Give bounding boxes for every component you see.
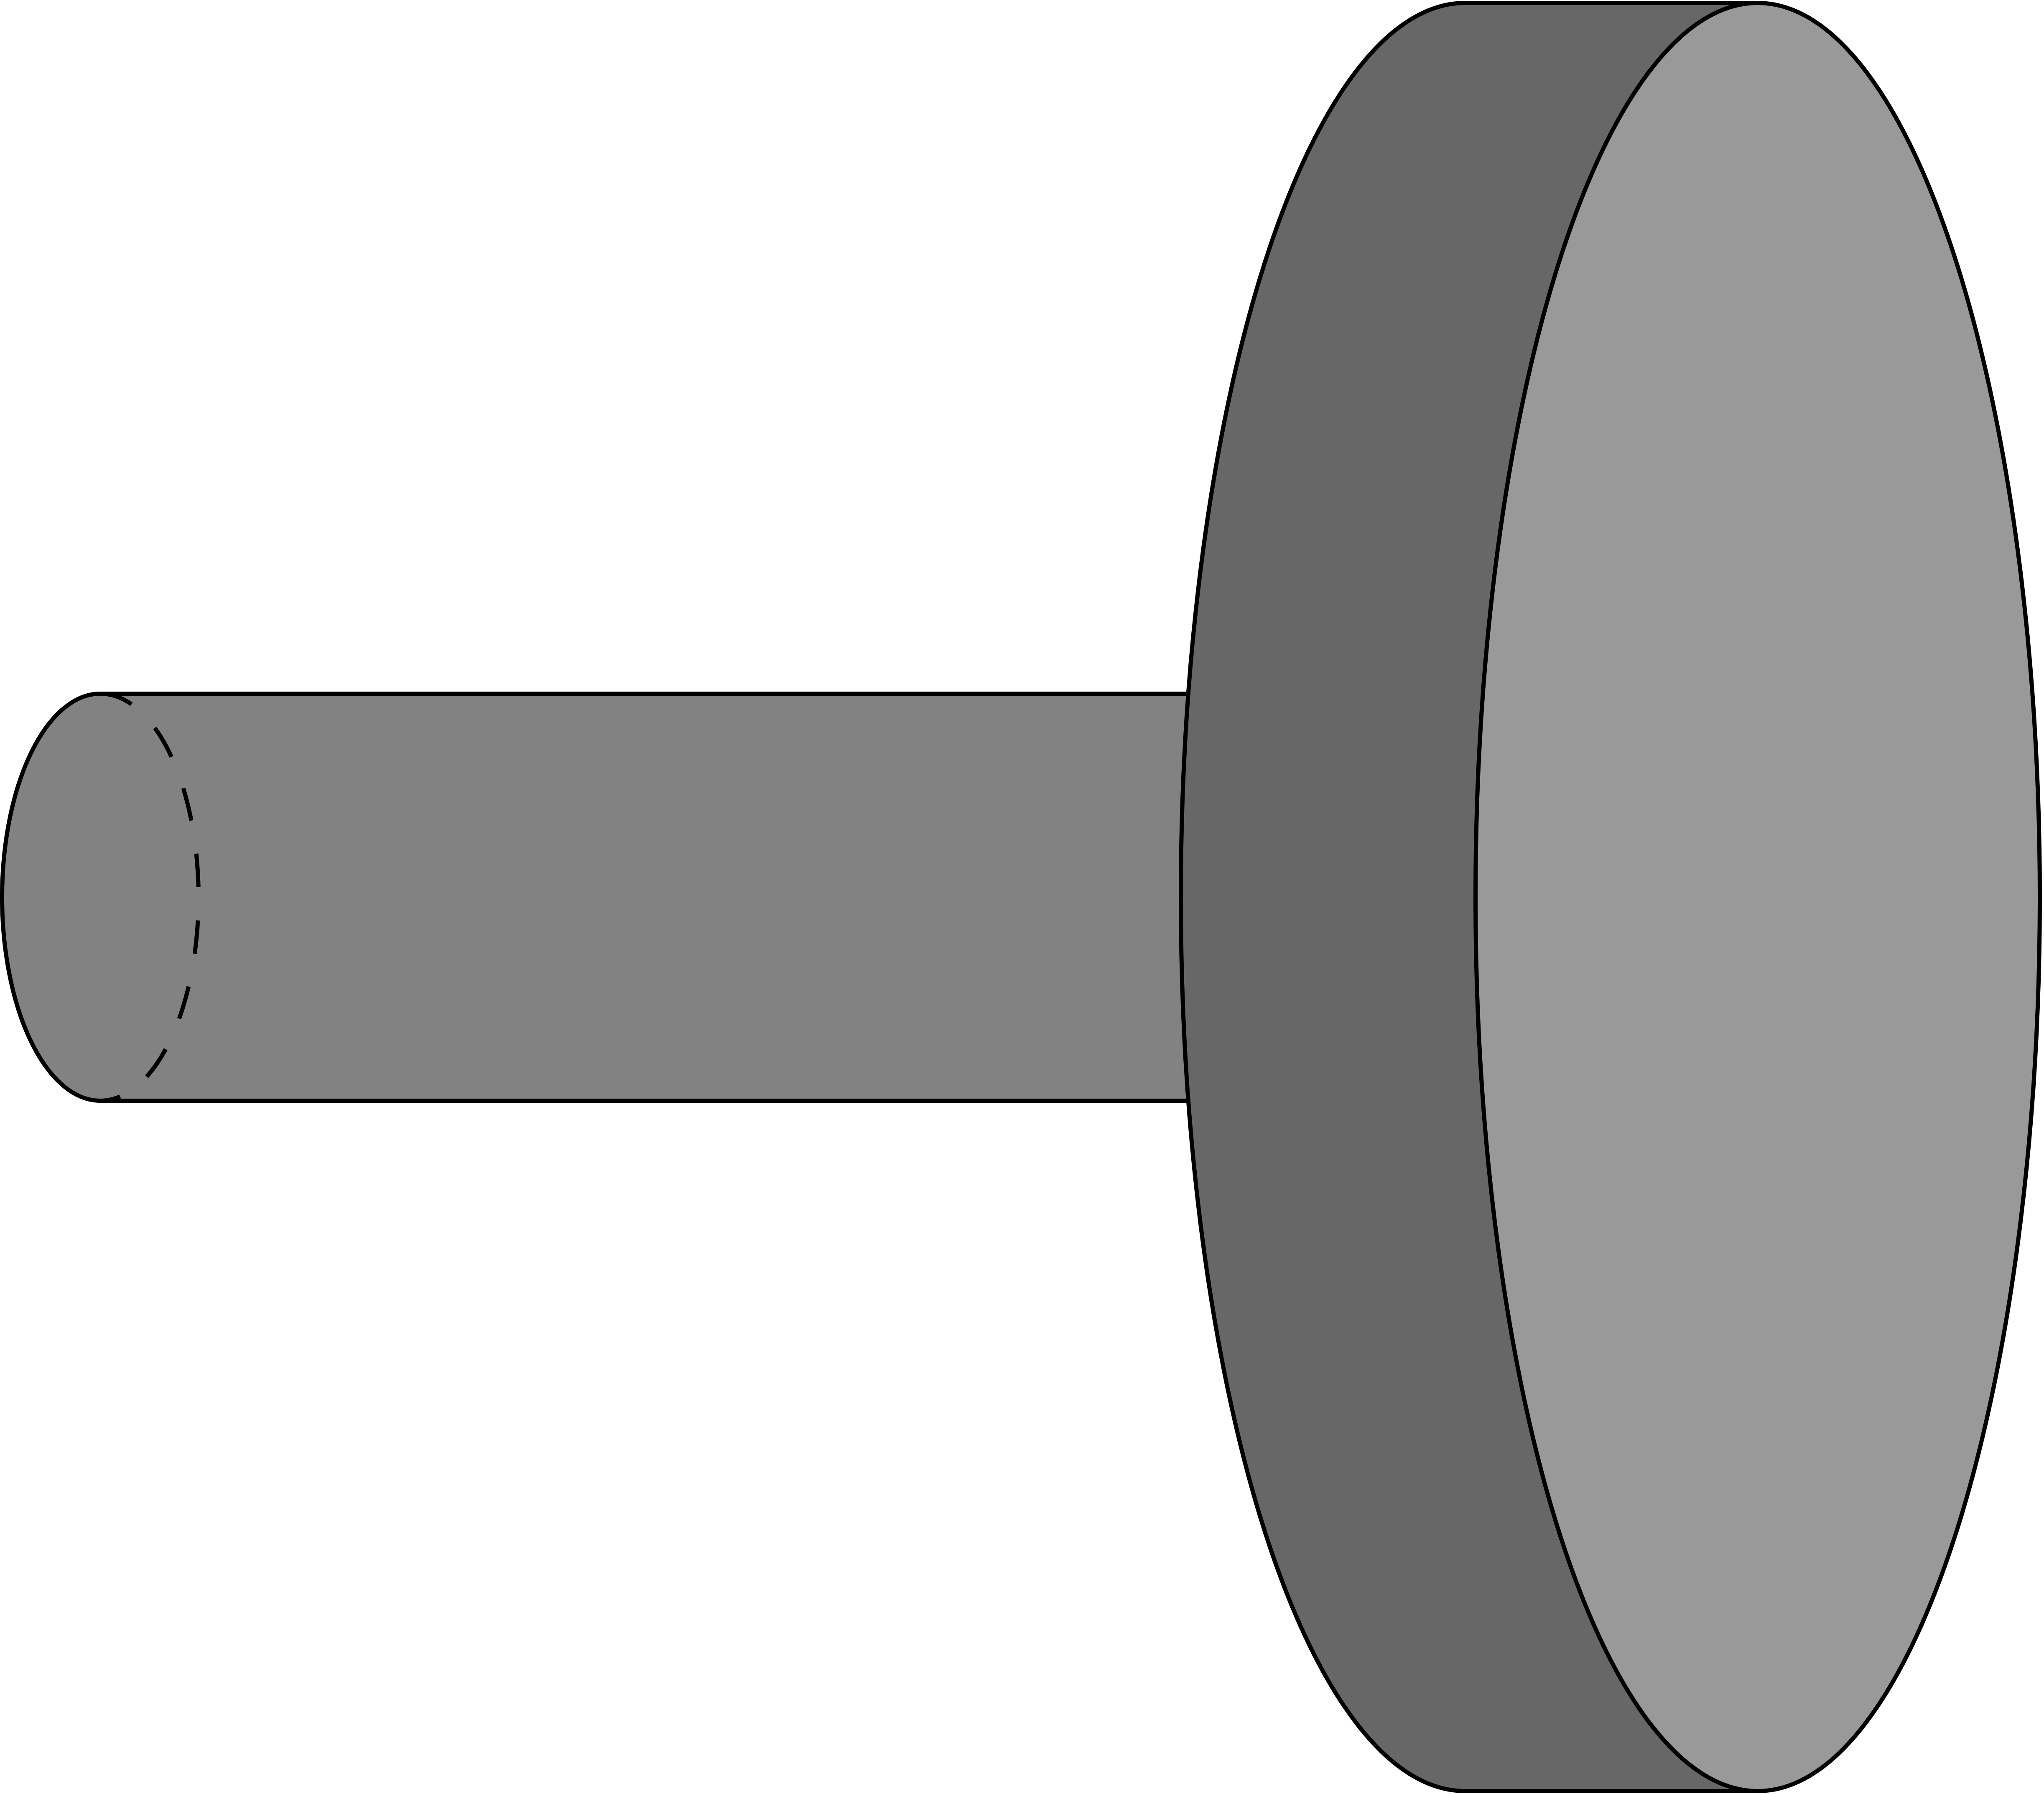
shaft-body bbox=[0, 692, 1214, 1103]
disc bbox=[1179, 1, 2042, 1793]
disc-face bbox=[1473, 1, 2042, 1793]
shaft-end-hidden-edge bbox=[100, 692, 201, 1103]
shaft bbox=[0, 692, 1214, 1103]
